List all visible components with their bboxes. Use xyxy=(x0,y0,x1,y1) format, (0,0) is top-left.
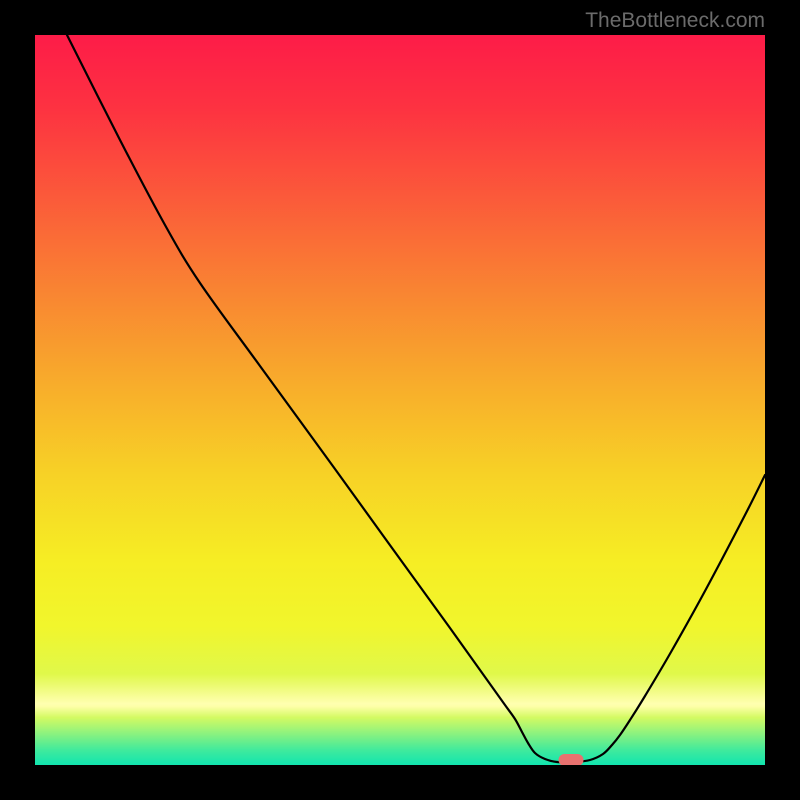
bottleneck-curve xyxy=(67,35,765,762)
plot-area xyxy=(35,35,765,765)
optimal-marker xyxy=(559,754,584,765)
curve-layer xyxy=(35,35,765,765)
watermark-text: TheBottleneck.com xyxy=(585,9,765,33)
